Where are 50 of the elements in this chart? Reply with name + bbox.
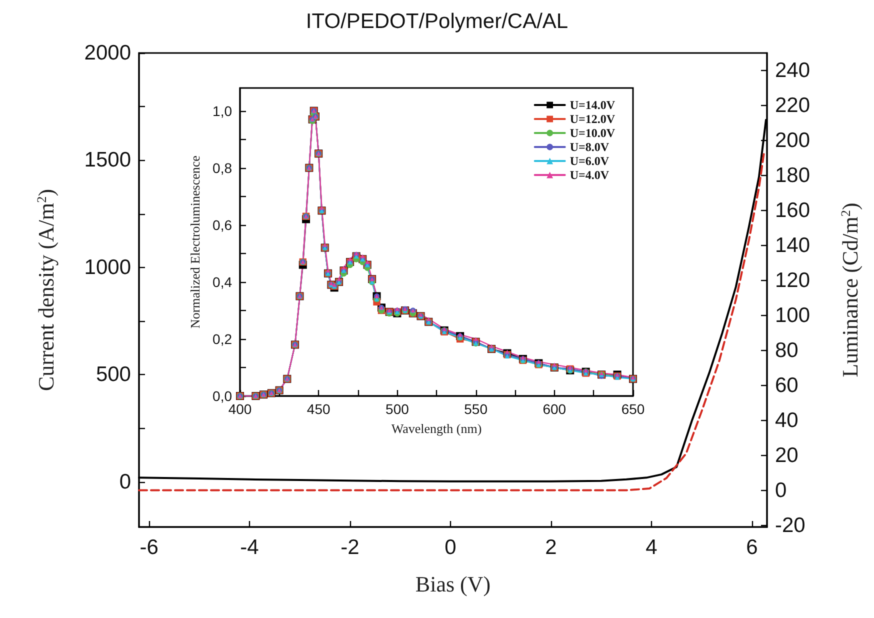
y2-tick-label: 100 <box>775 304 810 327</box>
y2-tick-label: 80 <box>775 338 798 362</box>
x-tick-label: 600 <box>542 401 566 417</box>
y-tick-label: 1000 <box>84 256 131 279</box>
x-tick-label: 400 <box>228 401 252 417</box>
y2-tick-label: 140 <box>775 234 810 257</box>
y-tick-label: 0,8 <box>212 160 232 176</box>
y2-tick-label: 220 <box>775 94 810 117</box>
legend-label: U=10.0V <box>570 126 616 140</box>
y2-tick-label: 120 <box>775 268 810 292</box>
y-tick-label: 2000 <box>84 42 131 64</box>
y2-tick-label: 60 <box>775 374 798 397</box>
y-tick-label: 0,0 <box>212 388 232 404</box>
x-tick-label: 4 <box>646 536 658 559</box>
x-tick-label: 550 <box>464 401 488 417</box>
x-tick-label: -6 <box>140 536 158 559</box>
y2-tick-label: 160 <box>775 198 810 222</box>
legend-label: U=6.0V <box>570 154 610 168</box>
y-axis-title: Normalized Electroluminescence <box>188 155 203 328</box>
y2-tick-label: 20 <box>775 444 798 467</box>
y2-tick-label: 240 <box>775 58 810 82</box>
x-tick-label: 2 <box>545 536 557 559</box>
y2-axis-title: Luminance (Cd/m2) <box>838 202 862 378</box>
y-axis-title: Current density (A/m2) <box>34 188 58 392</box>
y-tick-label: 0,4 <box>212 274 232 290</box>
y2-tick-label: 40 <box>775 408 798 432</box>
y2-tick-label: 180 <box>775 164 810 187</box>
legend-label: U=4.0V <box>570 168 610 182</box>
y-tick-label: 0,2 <box>212 330 232 347</box>
x-axis-title: Bias (V) <box>415 572 491 596</box>
x-axis-title: Wavelength (nm) <box>391 421 482 436</box>
y-tick-label: 1,0 <box>212 102 232 119</box>
chart-title: ITO/PEDOT/Polymer/CA/AL <box>306 10 568 33</box>
y2-tick-label: -20 <box>775 514 806 537</box>
legend-label: U=8.0V <box>570 140 610 154</box>
x-tick-label: 450 <box>306 401 330 417</box>
x-tick-label: 6 <box>746 536 758 559</box>
x-tick-label: -4 <box>240 536 260 559</box>
x-tick-label: 0 <box>444 536 456 559</box>
legend-label: U=14.0V <box>570 98 616 112</box>
y2-tick-label: 200 <box>775 128 810 152</box>
x-tick-label: 650 <box>621 401 645 417</box>
y-tick-label: 0 <box>119 470 131 494</box>
legend-label: U=12.0V <box>570 112 616 126</box>
y2-tick-label: 0 <box>775 478 787 502</box>
y-tick-label: 1500 <box>84 148 131 172</box>
y-tick-label: 0,6 <box>212 216 232 233</box>
x-tick-label: 500 <box>386 401 410 417</box>
x-tick-label: -2 <box>340 536 360 559</box>
y-tick-label: 500 <box>96 363 131 386</box>
